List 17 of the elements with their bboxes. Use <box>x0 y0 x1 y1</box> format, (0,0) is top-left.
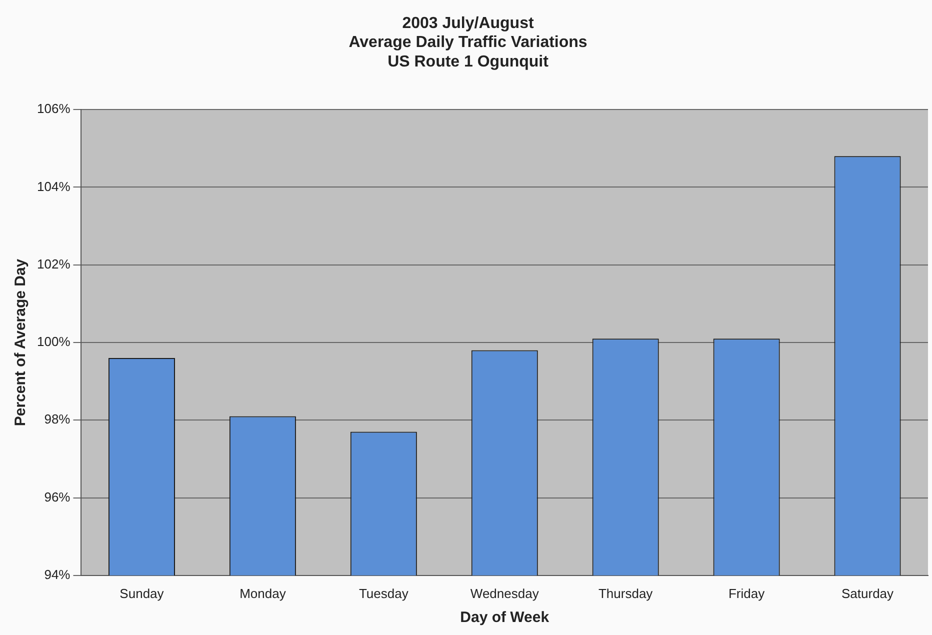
y-tick-label: 102% <box>37 256 71 272</box>
chart-title: 2003 July/August Average Daily Traffic Variations US Route 1 Ogunquit <box>348 15 588 70</box>
x-tick-label: Thursday <box>598 586 654 601</box>
y-tick-label: 100% <box>37 334 71 350</box>
y-tick-label: 106% <box>37 101 71 116</box>
x-axis-title: Day of Week <box>460 609 550 626</box>
y-axis-title: Percent of Average Day <box>12 258 30 426</box>
y-tick-label: 96% <box>44 489 71 504</box>
x-tick-label: Wednesday <box>470 586 540 601</box>
y-tick-label: 94% <box>44 566 71 582</box>
y-tick-label: 98% <box>44 412 71 427</box>
y-tick-label: 104% <box>37 178 71 194</box>
x-tick-label: Saturday <box>841 586 894 601</box>
x-tick-label: Monday <box>240 586 286 601</box>
x-tick-label: Tuesday <box>358 586 409 601</box>
x-tick-label: Friday <box>728 586 766 601</box>
x-tick-label: Sunday <box>120 586 164 601</box>
